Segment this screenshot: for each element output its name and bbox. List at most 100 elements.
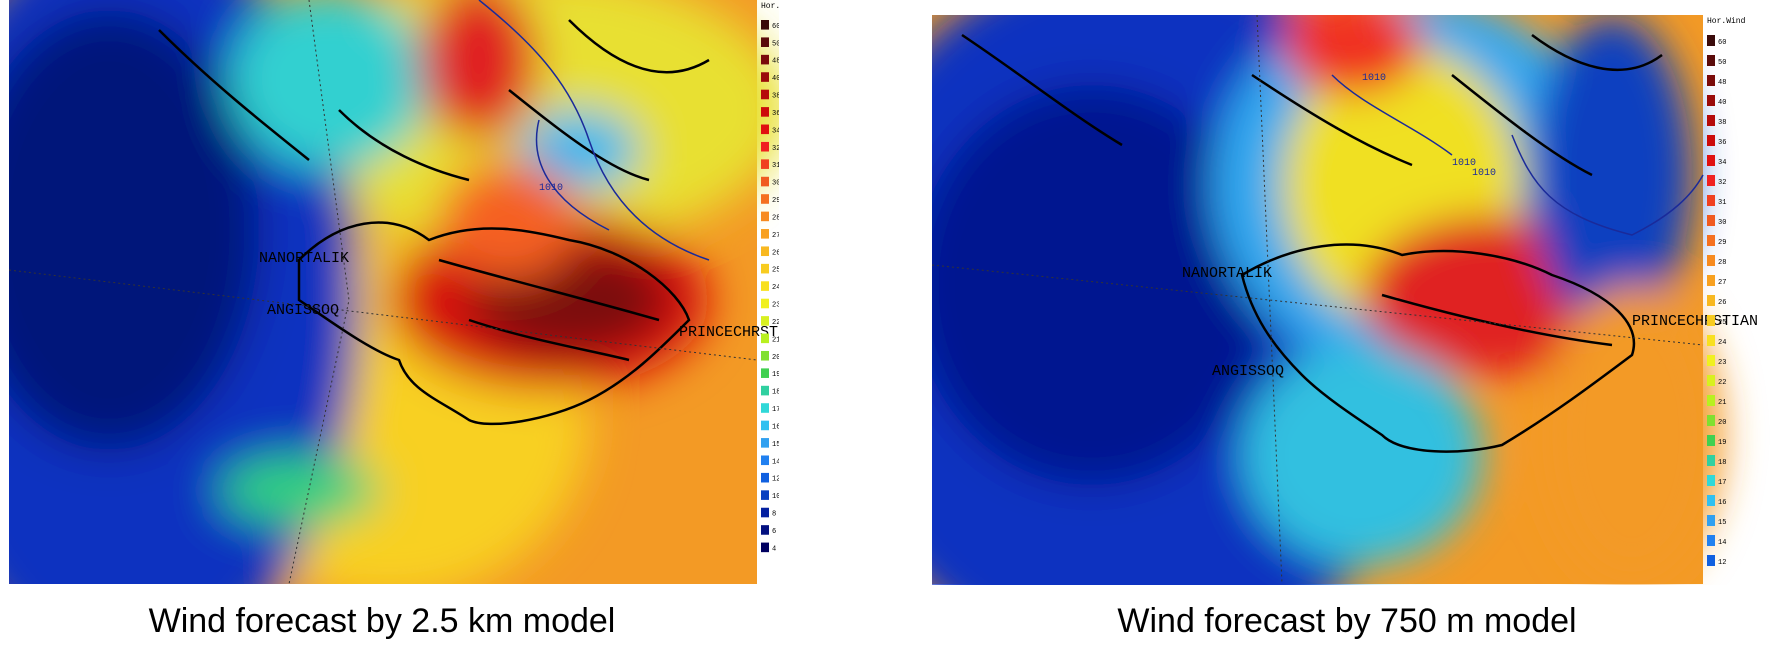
legend-label: 38 bbox=[772, 93, 779, 101]
legend-label: 28 bbox=[772, 214, 779, 222]
legend-swatch bbox=[1707, 35, 1715, 46]
legend-swatch bbox=[761, 316, 769, 326]
legend-swatch bbox=[1707, 315, 1715, 326]
legend-swatch bbox=[1707, 175, 1715, 186]
legend-swatch bbox=[761, 368, 769, 378]
legend-swatch bbox=[761, 525, 769, 535]
legend-title: Hor.Wind bbox=[761, 2, 779, 11]
legend-label: 34 bbox=[1718, 159, 1726, 167]
legend-swatch bbox=[761, 455, 769, 466]
coastline bbox=[961, 33, 1663, 453]
legend-swatch bbox=[761, 385, 769, 396]
legend-swatch bbox=[1707, 95, 1715, 106]
place-label: NANORTALIK bbox=[259, 250, 349, 267]
legend-swatch bbox=[761, 263, 769, 274]
legend-label: 18 bbox=[1718, 459, 1726, 467]
legend-label: 60 bbox=[772, 23, 779, 31]
legend-swatch bbox=[761, 420, 769, 431]
legend-label: 30 bbox=[1718, 219, 1726, 227]
legend-label: 36 bbox=[1718, 139, 1726, 147]
legend-swatch bbox=[1707, 455, 1715, 466]
legend-swatch bbox=[1707, 115, 1715, 126]
legend-label: 26 bbox=[1718, 299, 1726, 307]
legend-label: 36 bbox=[772, 110, 779, 118]
coastline bbox=[158, 19, 710, 426]
legend-swatch bbox=[761, 54, 769, 65]
legend-swatch bbox=[1707, 415, 1715, 426]
legend-label: 17 bbox=[772, 406, 779, 414]
legend-swatch bbox=[1707, 155, 1715, 166]
legend-swatch bbox=[1707, 435, 1715, 446]
legend-label: 22 bbox=[772, 319, 779, 327]
legend-swatch bbox=[1707, 395, 1715, 406]
place-label: NANORTALIK bbox=[1182, 265, 1272, 282]
legend-label: 14 bbox=[1718, 539, 1726, 547]
legend-label: 16 bbox=[1718, 499, 1726, 507]
legend-title: Hor.Wind bbox=[1707, 17, 1746, 26]
legend-label: 40 bbox=[1718, 99, 1726, 107]
legend-swatch bbox=[1707, 195, 1715, 206]
legend-label: 12 bbox=[772, 476, 779, 484]
legend-swatch bbox=[761, 37, 769, 47]
legend-label: 25 bbox=[772, 267, 779, 275]
legend-label: 48 bbox=[1718, 79, 1726, 87]
legend-label: 48 bbox=[772, 58, 779, 66]
legend-swatch bbox=[761, 403, 769, 413]
legend-swatch bbox=[1707, 475, 1715, 486]
contour-label: 1010 bbox=[539, 183, 563, 194]
legend-label: 25 bbox=[1718, 319, 1726, 327]
legend-swatch bbox=[1707, 75, 1715, 86]
legend-swatch bbox=[1707, 235, 1715, 246]
legend-swatch bbox=[1707, 555, 1715, 566]
legend: Hor.Wind60504840383634323130292827262524… bbox=[761, 2, 779, 553]
legend-label: 12 bbox=[1718, 559, 1726, 567]
map-right: NANORTALIKANGISSOQPRINCECHRSTIAN10101010… bbox=[932, 15, 1758, 585]
legend-label: 21 bbox=[1718, 399, 1726, 407]
legend-label: 21 bbox=[772, 336, 779, 344]
legend-swatch bbox=[1707, 55, 1715, 66]
legend-label: 15 bbox=[1718, 519, 1726, 527]
legend-label: 6 bbox=[772, 528, 776, 536]
legend-swatch bbox=[1707, 135, 1715, 146]
legend-label: 40 bbox=[772, 75, 779, 83]
contour-label: 1010 bbox=[1472, 168, 1496, 179]
contour-label: 1010 bbox=[1362, 73, 1386, 84]
legend-label: 50 bbox=[1718, 59, 1726, 67]
legend-label: 8 bbox=[772, 511, 776, 519]
legend-label: 31 bbox=[772, 162, 779, 170]
legend-label: 22 bbox=[1718, 379, 1726, 387]
legend-label: 23 bbox=[772, 302, 779, 310]
legend-swatch bbox=[1707, 355, 1715, 366]
legend-label: 24 bbox=[1718, 339, 1726, 347]
legend-swatch bbox=[1707, 295, 1715, 306]
legend-swatch bbox=[761, 350, 769, 361]
legend-swatch bbox=[761, 507, 769, 518]
wind-field bbox=[932, 15, 1722, 585]
legend-label: 50 bbox=[772, 40, 779, 48]
legend-label: 23 bbox=[1718, 359, 1726, 367]
legend-swatch bbox=[1707, 495, 1715, 506]
graticule bbox=[932, 15, 1704, 585]
legend-swatch bbox=[1707, 255, 1715, 266]
place-label: ANGISSOQ bbox=[267, 302, 339, 319]
legend-label: 17 bbox=[1718, 479, 1726, 487]
legend-swatch bbox=[761, 107, 769, 117]
legend-swatch bbox=[761, 229, 769, 239]
legend-label: 60 bbox=[1718, 39, 1726, 47]
legend-label: 19 bbox=[772, 371, 779, 379]
isobar bbox=[1331, 74, 1704, 236]
legend-label: 32 bbox=[1718, 179, 1726, 187]
legend-swatch bbox=[1707, 275, 1715, 286]
legend-label: 30 bbox=[772, 180, 779, 188]
legend-label: 27 bbox=[1718, 279, 1726, 287]
legend-swatch bbox=[761, 20, 769, 30]
place-label: PRINCECHRSTIAN bbox=[679, 324, 779, 341]
legend-label: 16 bbox=[772, 423, 779, 431]
legend-label: 4 bbox=[772, 545, 776, 553]
contour-label: 1010 bbox=[1452, 158, 1476, 169]
map-left: NANORTALIK ANGISSOQ PRINCECHRSTIAN 1010 Hor… bbox=[9, 0, 779, 584]
legend-label: 20 bbox=[1718, 419, 1726, 427]
legend-label: 10 bbox=[772, 493, 779, 501]
legend-swatch bbox=[761, 124, 769, 135]
